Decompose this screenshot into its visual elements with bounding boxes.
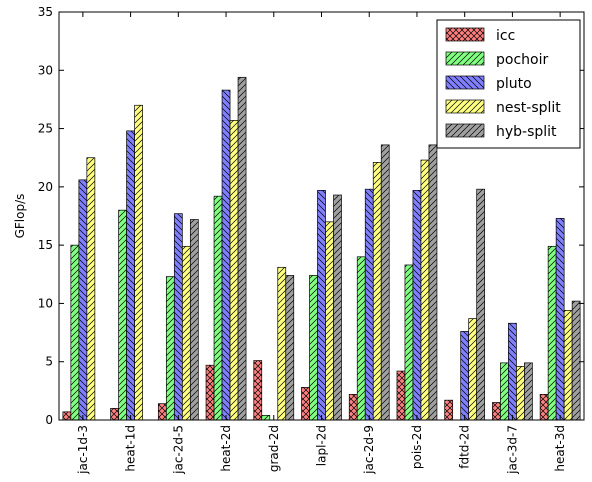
bar-nest-split-heat-1d	[134, 104, 143, 421]
y-tick-label-25: 25	[38, 122, 53, 136]
bar-icc-heat-1d	[110, 407, 119, 421]
x-tick-label-pois-2d: pois-2d	[410, 425, 424, 469]
x-tick-label-jac-1d-3: jac-1d-3	[76, 425, 90, 475]
bar-hyb-split-grad-2d	[285, 275, 295, 421]
axes-layer: 0 5 10 15 20 25 30 35 jac-1d-3 heat-1d jac-2d-5 hea…	[38, 5, 584, 475]
bar-pluto-lapl-2d	[317, 190, 326, 421]
bar-icc-fdtd-2d	[444, 399, 454, 421]
bar-pochoir-heat-3d	[547, 245, 557, 421]
legend-swatch-pochoir	[445, 51, 485, 66]
bar-icc-jac-2d-5	[157, 403, 167, 421]
legend-label-pochoir: pochoir	[496, 52, 548, 68]
y-tick-label-0: 0	[45, 413, 53, 427]
legend-swatch-pluto	[445, 75, 485, 90]
x-tick-label-heat-2d: heat-2d	[219, 425, 233, 472]
legend: icc pochoir pluto nest-split hyb-split	[436, 19, 581, 149]
bar-icc-pois-2d	[396, 370, 406, 421]
x-tick-label-fdtd-2d: fdtd-2d	[458, 425, 472, 469]
legend-label-nest-split: nest-split	[496, 100, 561, 116]
y-tick-label-30: 30	[38, 63, 53, 77]
bar-pochoir-jac-3d-7	[500, 362, 509, 421]
bar-nest-split-jac-2d-5	[181, 245, 191, 421]
y-tick-label-10: 10	[38, 296, 53, 310]
bars-layer	[62, 76, 581, 421]
bar-icc-grad-2d	[253, 360, 263, 421]
bar-nest-split-grad-2d	[277, 266, 287, 421]
bar-nest-split-pois-2d	[420, 159, 430, 421]
bar-pochoir-grad-2d	[261, 414, 271, 421]
bar-pochoir-heat-1d	[118, 209, 127, 421]
x-tick-label-heat-1d: heat-1d	[124, 425, 138, 472]
bar-pluto-jac-2d-5	[173, 213, 183, 421]
bar-hyb-split-jac-3d-7	[524, 362, 533, 421]
bar-hyb-split-heat-2d	[237, 76, 247, 421]
bar-nest-split-jac-1d-3	[86, 157, 96, 421]
bar-icc-jac-1d-3	[62, 411, 72, 421]
bar-icc-heat-2d	[205, 364, 215, 421]
x-tick-label-lapl-2d: lapl-2d	[315, 425, 329, 466]
bar-hyb-split-jac-2d-5	[189, 219, 199, 421]
bar-hyb-split-pois-2d	[428, 144, 438, 421]
legend-swatch-hyb-split	[445, 123, 485, 138]
y-axis-label: GFlop/s	[13, 194, 27, 239]
bar-pluto-jac-2d-9	[364, 188, 374, 421]
bar-pluto-jac-1d-3	[78, 179, 88, 421]
bar-pluto-jac-3d-7	[508, 322, 517, 421]
bar-nest-split-jac-3d-7	[516, 366, 525, 421]
x-tick-label-jac-3d-7: jac-3d-7	[505, 425, 519, 475]
bar-pochoir-heat-2d	[213, 195, 223, 421]
bar-hyb-split-jac-2d-9	[380, 144, 390, 421]
legend-swatch-nest-split	[445, 99, 485, 114]
bar-icc-jac-3d-7	[492, 402, 501, 421]
legend-label-pluto: pluto	[496, 76, 532, 92]
legend-label-icc: icc	[496, 28, 515, 44]
bar-pluto-heat-2d	[221, 89, 231, 421]
bar-hyb-split-fdtd-2d	[476, 188, 486, 421]
y-tick-label-5: 5	[45, 355, 53, 369]
y-tick-label-20: 20	[38, 180, 53, 194]
bar-nest-split-jac-2d-9	[372, 162, 382, 421]
bar-pochoir-jac-2d-5	[165, 276, 175, 421]
bar-nest-split-heat-2d	[229, 120, 239, 421]
bar-hyb-split-lapl-2d	[333, 194, 342, 421]
bar-hyb-split-heat-3d	[571, 300, 581, 421]
bar-pluto-pois-2d	[412, 190, 422, 421]
bar-pochoir-lapl-2d	[309, 275, 318, 421]
bar-pochoir-jac-1d-3	[70, 244, 80, 421]
y-tick-label-15: 15	[38, 238, 53, 252]
bar-icc-lapl-2d	[301, 387, 310, 421]
bar-nest-split-fdtd-2d	[468, 318, 478, 421]
bar-icc-heat-3d	[539, 394, 549, 421]
x-tick-label-grad-2d: grad-2d	[267, 425, 281, 472]
bar-nest-split-heat-3d	[563, 310, 573, 421]
x-tick-label-heat-3d: heat-3d	[553, 425, 567, 472]
bar-pluto-heat-3d	[555, 217, 565, 421]
bar-pochoir-pois-2d	[404, 264, 414, 421]
legend-swatch-icc	[445, 27, 485, 42]
y-tick-label-35: 35	[38, 5, 53, 19]
bar-icc-jac-2d-9	[348, 394, 358, 421]
bar-pluto-heat-1d	[126, 130, 135, 421]
x-tick-label-jac-2d-9: jac-2d-9	[362, 425, 376, 475]
bar-pochoir-jac-2d-9	[356, 256, 366, 421]
legend-label-hyb-split: hyb-split	[496, 124, 557, 140]
bar-pluto-fdtd-2d	[460, 331, 470, 421]
bar-nest-split-lapl-2d	[325, 221, 334, 421]
x-tick-label-jac-2d-5: jac-2d-5	[171, 425, 185, 475]
